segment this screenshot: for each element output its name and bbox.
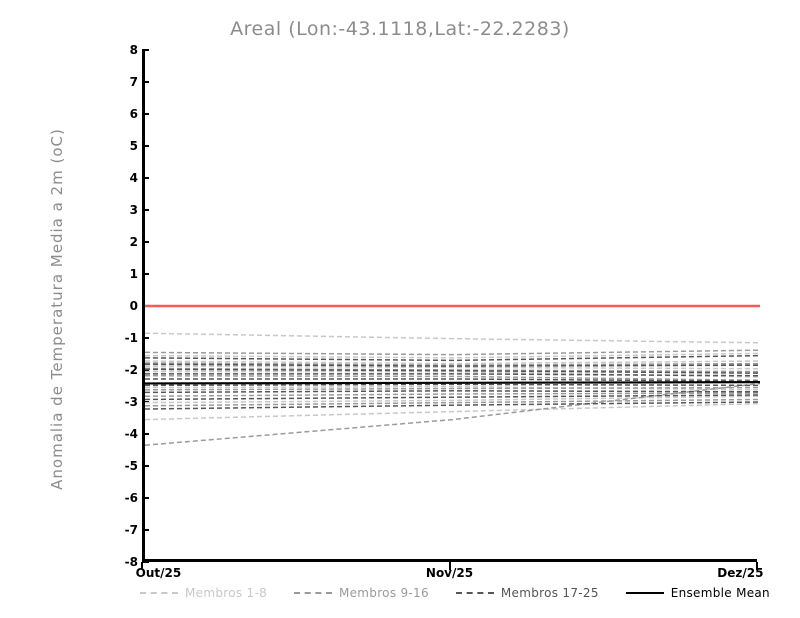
x-tick-mark <box>756 562 758 570</box>
member-line <box>145 402 760 409</box>
y-tick-label: 7 <box>129 75 138 89</box>
x-tick-label: Nov/25 <box>425 566 474 580</box>
y-tick-label: 8 <box>129 43 138 57</box>
legend-swatch-icon <box>625 592 664 594</box>
legend-item[interactable]: Membros 17-25 <box>455 586 599 600</box>
y-tick-mark <box>142 433 149 435</box>
member-line <box>145 353 760 357</box>
y-tick-label: -5 <box>124 459 138 473</box>
x-tick-label: Out/25 <box>135 566 182 580</box>
y-tick-label: 1 <box>129 267 138 281</box>
y-tick-mark <box>142 465 149 467</box>
member-line <box>145 350 760 354</box>
y-tick-mark <box>142 145 149 147</box>
member-line <box>145 395 760 399</box>
x-tick-mark <box>448 562 451 570</box>
y-tick-label: 6 <box>129 107 138 121</box>
x-tick-mark <box>141 562 143 570</box>
y-tick-label: -3 <box>124 395 138 409</box>
x-tick-label: Dez/25 <box>717 566 764 580</box>
y-tick-mark <box>142 529 149 531</box>
y-tick-mark <box>142 113 149 115</box>
y-tick-mark <box>142 337 149 339</box>
member-line <box>145 404 760 420</box>
y-tick-mark <box>142 273 149 275</box>
y-tick-label: -2 <box>124 363 138 377</box>
legend-label: Membros 1-8 <box>185 586 268 600</box>
member-line <box>145 399 760 405</box>
legend-label: Membros 9-16 <box>338 586 429 600</box>
member-line <box>145 396 760 402</box>
member-line <box>145 384 760 385</box>
chart-legend: Membros 1-8 Membros 9-16 Membros 17-25 Ense… <box>140 586 770 600</box>
legend-swatch-icon <box>140 592 178 594</box>
legend-label: Membros 17-25 <box>500 586 599 600</box>
chart-title: Areal (Lon:-43.1118,Lat:-22.2283) <box>230 18 570 40</box>
member-line <box>145 333 760 343</box>
y-tick-mark <box>142 497 149 499</box>
legend-item[interactable]: Membros 1-8 <box>140 586 267 600</box>
member-line <box>145 366 760 369</box>
legend-item[interactable]: Ensemble Mean <box>625 586 770 600</box>
member-line <box>145 376 760 380</box>
y-tick-label: -1 <box>124 331 138 345</box>
member-line <box>145 379 760 381</box>
y-tick-label: -6 <box>124 491 138 505</box>
member-line <box>145 361 760 364</box>
y-tick-label: -7 <box>124 523 138 537</box>
y-tick-mark <box>142 561 149 563</box>
y-tick-label: 4 <box>129 171 138 185</box>
ensemble-mean-line <box>145 382 760 383</box>
y-tick-label: 3 <box>129 203 138 217</box>
y-tick-label: 2 <box>129 235 138 249</box>
member-line <box>145 356 760 361</box>
member-line <box>145 369 760 373</box>
member-line <box>145 364 760 366</box>
y-tick-label: 0 <box>129 299 138 313</box>
legend-swatch-icon <box>293 592 332 594</box>
y-tick-label: -8 <box>124 555 138 569</box>
member-line <box>145 393 760 396</box>
member-line <box>145 363 760 365</box>
y-tick-mark <box>142 81 149 83</box>
member-line <box>145 391 760 393</box>
series-canvas <box>145 50 760 562</box>
y-tick-mark <box>142 49 149 51</box>
legend-swatch-icon <box>455 592 494 594</box>
y-tick-mark <box>142 209 149 211</box>
legend-label: Ensemble Mean <box>670 586 770 600</box>
member-line <box>145 374 760 376</box>
legend-item[interactable]: Membros 9-16 <box>293 586 429 600</box>
y-tick-mark <box>142 177 149 179</box>
y-tick-label: 5 <box>129 139 138 153</box>
y-tick-mark <box>142 241 149 243</box>
plot-area <box>142 50 757 562</box>
member-line <box>145 387 760 390</box>
member-line <box>145 388 760 390</box>
y-tick-label: -4 <box>124 427 138 441</box>
